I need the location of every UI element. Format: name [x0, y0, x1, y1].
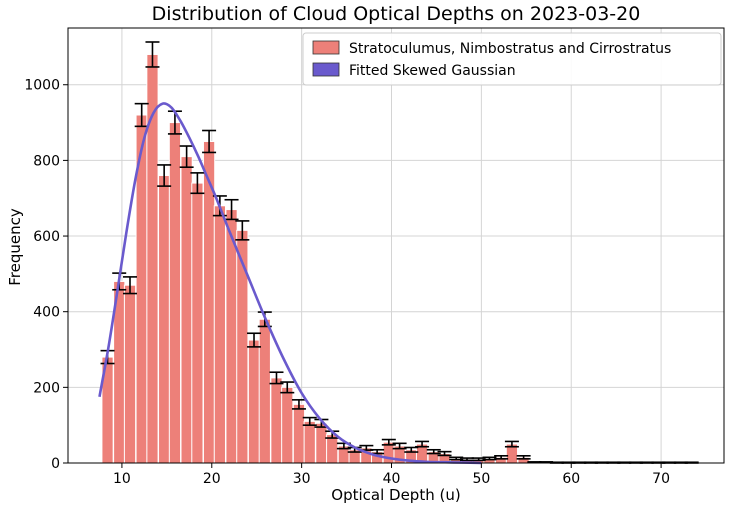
histogram-bar	[192, 183, 203, 463]
legend-label: Stratoculumus, Nimbostratus and Cirrostr…	[349, 41, 671, 57]
histogram-bar	[181, 157, 192, 463]
y-tick-label: 400	[33, 305, 60, 321]
x-tick-label: 60	[562, 471, 580, 487]
chart-title: Distribution of Cloud Optical Depths on …	[152, 3, 641, 25]
y-tick-label: 0	[51, 456, 60, 472]
x-axis-label: Optical Depth (u)	[331, 486, 460, 504]
y-tick-label: 200	[33, 380, 60, 396]
legend-swatch	[313, 63, 339, 76]
x-tick-label: 30	[293, 471, 311, 487]
histogram-bar	[271, 378, 282, 463]
histogram-bar	[282, 387, 293, 463]
histogram-bar	[259, 319, 270, 463]
histogram-bar	[248, 340, 259, 463]
x-tick-label: 20	[203, 471, 221, 487]
y-tick-label: 600	[33, 229, 60, 245]
histogram-bar	[214, 206, 225, 463]
y-tick-label: 800	[33, 153, 60, 169]
histogram-bar	[316, 423, 327, 463]
histogram-bar	[124, 285, 135, 463]
legend-label: Fitted Skewed Gaussian	[349, 63, 516, 79]
y-tick-label: 1000	[24, 78, 60, 94]
y-axis-label: Frequency	[6, 208, 24, 286]
x-tick-label: 50	[472, 471, 490, 487]
histogram-bar	[159, 176, 170, 463]
histogram-bar	[293, 404, 304, 463]
histogram-bar	[169, 123, 180, 463]
histogram-bars	[102, 54, 697, 463]
legend-swatch	[313, 41, 339, 54]
histogram-bar	[304, 421, 315, 463]
x-tick-label: 40	[383, 471, 401, 487]
legend: Stratoculumus, Nimbostratus and Cirrostr…	[303, 33, 721, 85]
x-tick-label: 10	[113, 471, 131, 487]
x-tick-label: 70	[652, 471, 670, 487]
histogram-bar	[327, 435, 338, 463]
